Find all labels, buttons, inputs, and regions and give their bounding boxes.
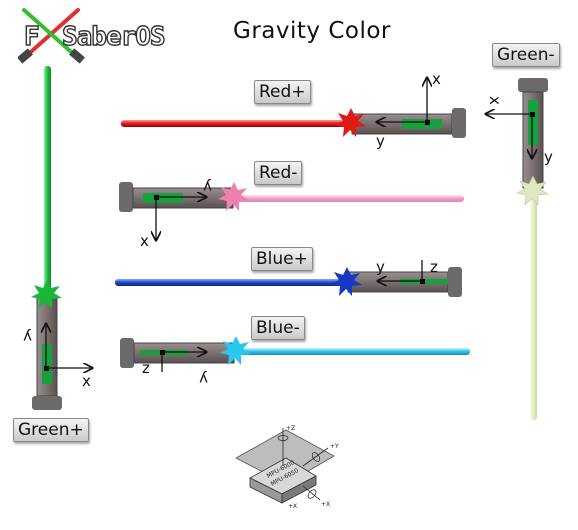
- axis-label-z: z: [142, 359, 150, 377]
- blue-plus-saber: z y: [115, 258, 462, 297]
- axis-label-z: z: [430, 258, 438, 276]
- pommel: [452, 108, 466, 138]
- label-red-minus: Red-: [254, 161, 303, 185]
- red-plus-saber: x y: [121, 70, 466, 150]
- chip-axis-x: +X: [321, 501, 330, 508]
- blue-blade: [115, 279, 347, 286]
- cyan-blade: [236, 348, 470, 355]
- axis-label-y: y: [376, 258, 385, 276]
- pale-spark-icon: [516, 175, 549, 206]
- axis-label-y: y: [199, 370, 208, 388]
- axis-label-x: x: [140, 232, 149, 250]
- pink-spark-icon: [218, 182, 249, 211]
- chip-axis-z: +Z: [286, 425, 295, 432]
- label-blue-plus: Blue+: [251, 247, 313, 271]
- cyan-spark-icon: [220, 336, 251, 365]
- label-green-plus: Green+: [13, 418, 89, 442]
- label-red-plus: Red+: [254, 80, 311, 104]
- green-spark-icon: [31, 280, 62, 309]
- axis-label-y: y: [544, 148, 553, 166]
- pink-blade: [234, 195, 464, 202]
- label-blue-minus: Blue-: [251, 316, 305, 340]
- red-spark-icon: [335, 108, 366, 137]
- chip-axis-y: +Y: [330, 443, 339, 450]
- mpu-chip-diagram: MPU-6000 MPU-6050 +Z +Y +X +X: [235, 425, 339, 510]
- green-blade: [44, 66, 51, 294]
- red-minus-saber: y x: [119, 178, 464, 250]
- blue-spark-icon: [331, 267, 362, 296]
- red-blade: [121, 120, 351, 127]
- blue-minus-saber: z y: [120, 336, 470, 388]
- pcb: [402, 119, 442, 129]
- label-green-minus: Green-: [492, 43, 560, 67]
- saberos-logo: F SaberOS: [18, 6, 188, 66]
- axis-label-x: x: [82, 372, 91, 390]
- green-minus-saber: x y: [486, 78, 553, 420]
- axis-label-x: x: [486, 96, 504, 105]
- axis-label-x: x: [432, 70, 441, 88]
- axis-label-y: y: [376, 132, 385, 150]
- page-title: Gravity Color: [233, 18, 391, 44]
- green-plus-saber: y x: [23, 66, 92, 410]
- pale-green-blade: [530, 192, 537, 420]
- axis-label-y: y: [23, 328, 32, 346]
- axis-label-y: y: [203, 178, 212, 196]
- chip-axis-x-2: +X: [288, 503, 297, 510]
